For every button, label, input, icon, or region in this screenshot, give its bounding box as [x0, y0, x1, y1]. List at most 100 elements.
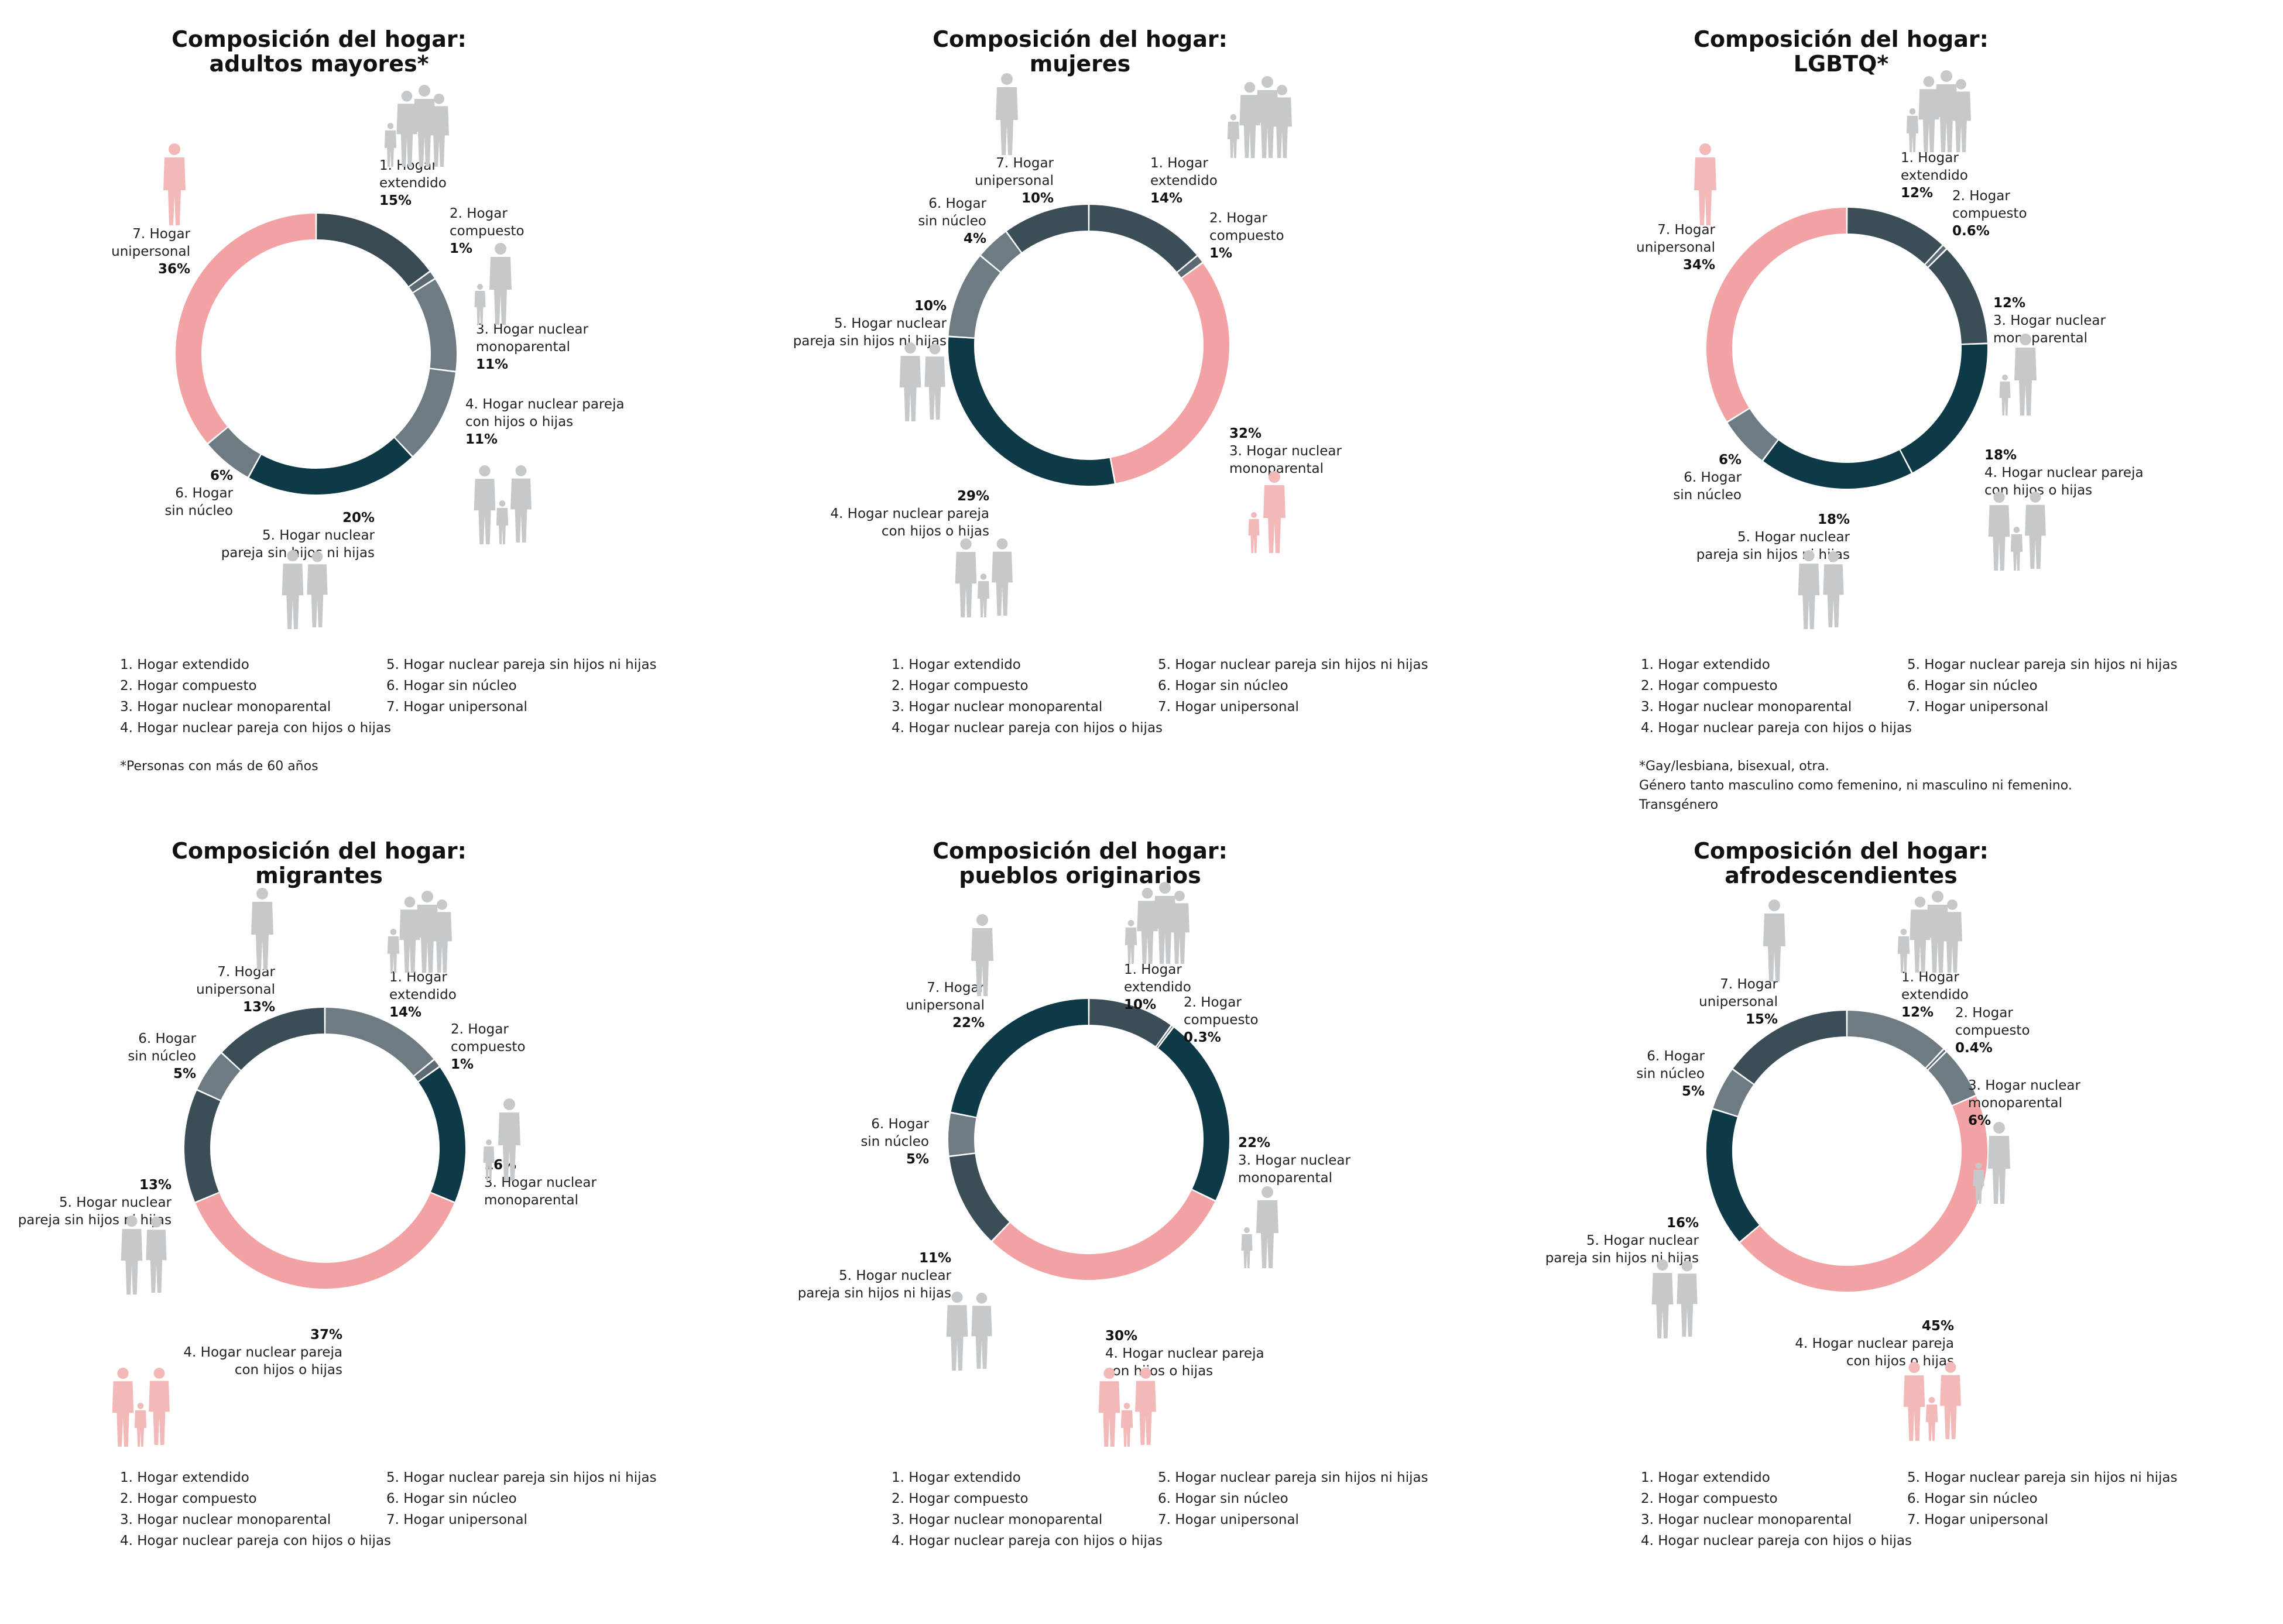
extended-family-icon: [1125, 882, 1190, 964]
slice-3: [1928, 249, 1987, 344]
slice-name: 4. Hogar nuclear pareja: [830, 506, 989, 521]
slice-name: 1. Hogar: [1124, 962, 1182, 977]
legend-item: 1. Hogar extendido: [1641, 657, 1770, 672]
slice-pct: 22%: [1238, 1135, 1270, 1151]
slice-name: extendido: [1150, 173, 1218, 188]
couple-icon: [899, 342, 945, 421]
slice-name: sin núcleo: [164, 503, 233, 519]
legend-item: 7. Hogar unipersonal: [386, 1512, 527, 1527]
slice-name: compuesto: [1209, 228, 1284, 243]
slice-name: 3. Hogar nuclear: [1238, 1153, 1351, 1168]
slice-label-3: 3. Hogar nuclear monoparental 6%: [1968, 1078, 2081, 1128]
slice-name: 5. Hogar nuclear: [59, 1195, 172, 1210]
slice-name: 4. Hogar nuclear pareja: [183, 1345, 342, 1360]
legend-item: 3. Hogar nuclear monoparental: [892, 699, 1103, 715]
footnote-line: Transgénero: [1639, 798, 1719, 812]
slice-name: pareja sin hijos ni hijas: [1696, 547, 1850, 562]
slice-pct: 11%: [476, 357, 508, 372]
slice-name: 4. Hogar nuclear pareja: [465, 397, 625, 412]
chart-title: Composición del hogar:: [1694, 26, 1989, 52]
panel-lgbtq: Composición del hogar: LGBTQ* 1. Hogar exte…: [1522, 0, 2283, 812]
slice-label-6: 6% 6. Hogar sin núcleo: [1673, 452, 1742, 503]
single-person-icon: [1694, 143, 1716, 225]
slice-label-6: 6. Hogar sin núcleo 5%: [1636, 1049, 1705, 1099]
slice-pct: 6%: [1719, 452, 1742, 468]
slice-name: monoparental: [1238, 1170, 1332, 1186]
slice-label-5: 13% 5. Hogar nuclear pareja sin hijos ni h…: [18, 1177, 172, 1228]
slice-7: [176, 214, 316, 443]
slice-pct: 34%: [1683, 257, 1715, 273]
slice-name: 3. Hogar nuclear: [1993, 313, 2106, 328]
slice-name: 5. Hogar nuclear: [1586, 1233, 1699, 1248]
slice-pct: 1%: [451, 1057, 474, 1072]
slice-1: [325, 1008, 434, 1076]
slice-1: [1847, 208, 1942, 265]
slice-name: 7. Hogar: [996, 156, 1054, 171]
slice-label-5: 18% 5. Hogar nuclear pareja sin hijos ni h…: [1696, 512, 1850, 562]
slice-name: pareja sin hijos ni hijas: [221, 545, 375, 561]
slice-name: monoparental: [476, 339, 570, 355]
slice-label-6: 6% 6. Hogar sin núcleo: [164, 468, 233, 519]
slice-name: pareja sin hijos ni hijas: [798, 1286, 951, 1301]
slice-7: [1706, 208, 1846, 421]
slice-name: unipersonal: [906, 998, 985, 1013]
slice-label-1: 1. Hogar extendido 10%: [1124, 962, 1191, 1012]
slice-name: sin núcleo: [1673, 487, 1742, 503]
legend-item: 1. Hogar extendido: [1641, 1470, 1770, 1485]
slice-label-5: 20% 5. Hogar nuclear pareja sin hijos ni h…: [221, 510, 375, 561]
slice-6: [208, 427, 260, 477]
slice-pct: 22%: [952, 1015, 985, 1031]
slice-2: [1926, 1049, 1946, 1070]
slice-name: pareja sin hijos ni hijas: [18, 1213, 172, 1228]
slice-label-7: 7. Hogar unipersonal 36%: [111, 226, 190, 277]
slice-label-4: 29% 4. Hogar nuclear pareja con hijos o hi…: [830, 489, 989, 539]
slice-pct: 10%: [914, 298, 947, 314]
slice-name: monoparental: [1968, 1096, 2062, 1111]
slice-pct: 12%: [1901, 1005, 1934, 1020]
chart-title: Composición del hogar:: [172, 26, 467, 52]
slice-name: 7. Hogar: [132, 226, 190, 242]
slice-3: [1158, 1028, 1229, 1200]
extended-family-icon: [1906, 70, 1971, 152]
slice-6: [948, 1113, 976, 1156]
slice-label-7: 7. Hogar unipersonal 22%: [906, 980, 985, 1031]
footnote: *Gay/lesbiana, bisexual, otra. Género tan…: [1639, 757, 2072, 815]
slice-name: compuesto: [450, 224, 525, 239]
legend-item: 2. Hogar compuesto: [1641, 678, 1778, 693]
slice-5: [1706, 1109, 1760, 1242]
slice-label-3: 3. Hogar nuclear monoparental 11%: [476, 322, 589, 372]
slice-name: 3. Hogar nuclear: [1968, 1078, 2081, 1093]
legend-item: 1. Hogar extendido: [892, 1470, 1021, 1485]
slice-name: compuesto: [1952, 206, 2027, 221]
slice-label-7: 7. Hogar unipersonal 10%: [975, 156, 1054, 206]
extended-family-icon: [384, 85, 449, 167]
slice-2: [414, 1060, 439, 1081]
slice-name: sin núcleo: [861, 1134, 929, 1149]
slice-7: [1007, 205, 1089, 253]
slice-4: [196, 1193, 454, 1289]
slice-name: monoparental: [484, 1193, 578, 1208]
couple-with-children-icon: [955, 538, 1013, 617]
slice-7: [951, 999, 1089, 1117]
legend-item: 6. Hogar sin núcleo: [1158, 1491, 1288, 1506]
slice-pct: 11%: [465, 432, 498, 447]
slice-name: monoparental: [1993, 331, 2087, 346]
slice-name: 7. Hogar: [1657, 222, 1715, 238]
legend-item: 6. Hogar sin núcleo: [1907, 678, 2038, 693]
slice-pct: 16%: [1667, 1216, 1699, 1231]
single-person-icon: [251, 888, 273, 970]
couple-with-children-icon: [474, 465, 532, 544]
slice-name: 4. Hogar nuclear pareja: [1795, 1336, 1954, 1351]
slice-3: [1928, 1052, 1976, 1105]
chart-title: Composición del hogar:: [172, 838, 467, 864]
couple-icon: [1798, 550, 1844, 629]
chart-title: Composición del hogar:: [933, 26, 1228, 52]
slice-name: 6. Hogar: [138, 1031, 196, 1046]
slice-4: [992, 1190, 1215, 1280]
chart-subtitle: migrantes: [255, 863, 383, 888]
legend-item: 6. Hogar sin núcleo: [1907, 1491, 2038, 1506]
legend-item: 1. Hogar extendido: [120, 657, 249, 672]
panel-mujeres: Composición del hogar: mujeres 1. Hogar ext…: [761, 0, 1522, 812]
slice-5: [948, 256, 1000, 338]
slice-name: 6. Hogar: [1647, 1049, 1705, 1064]
